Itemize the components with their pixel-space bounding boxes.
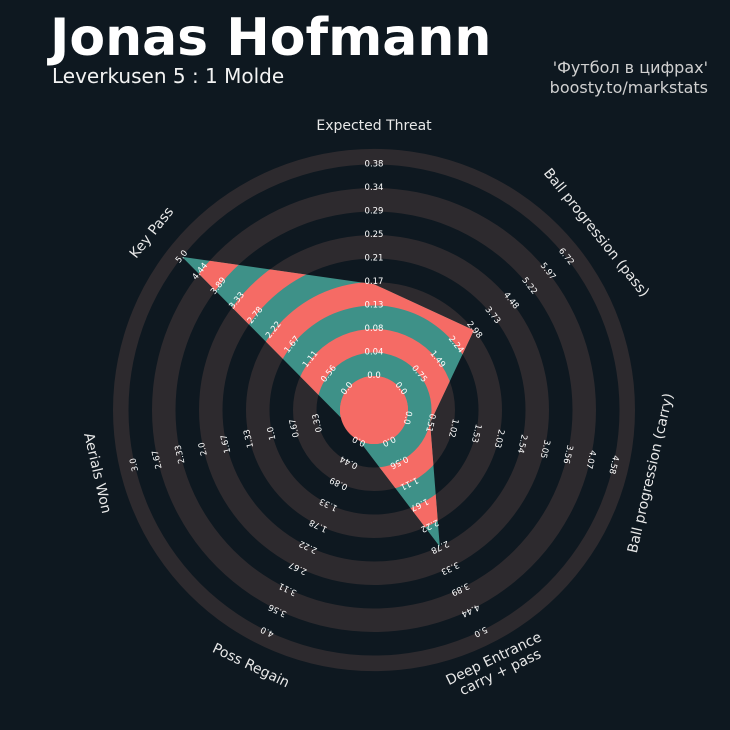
- tick-label: 0.33: [311, 412, 325, 433]
- axis-label-5: Aerials Won: [80, 431, 114, 515]
- tick-label: 1.67: [219, 433, 233, 454]
- tick-label: 0.08: [365, 324, 384, 334]
- tick-label: 0.29: [365, 207, 384, 217]
- match-score-subtitle: Leverkusen 5 : 1 Molde: [52, 64, 285, 88]
- tick-label: 1.53: [469, 423, 483, 444]
- tick-label: 0.0: [401, 410, 414, 425]
- tick-label: 2.03: [492, 428, 506, 449]
- tick-label: 4.58: [606, 454, 620, 475]
- tick-label: 0.67: [288, 418, 302, 439]
- tick-label: 0.51: [423, 412, 437, 433]
- tick-label: 1.0: [266, 426, 279, 441]
- tick-label: 0.25: [365, 230, 384, 240]
- tick-label: 0.34: [365, 183, 384, 193]
- tick-label: 0.21: [365, 254, 384, 264]
- axis-label-line: Expected Threat: [316, 118, 432, 134]
- player-name-title: Jonas Hofmann: [50, 8, 492, 68]
- tick-label: 2.33: [174, 444, 188, 465]
- credit-line-1: 'Футбол в цифрах': [552, 58, 708, 77]
- tick-label: 2.54: [515, 433, 529, 454]
- tick-label: 0.38: [365, 160, 384, 170]
- axis-label-line: Aerials Won: [80, 431, 114, 515]
- tick-label: 0.0: [367, 371, 381, 381]
- tick-label: 1.02: [446, 418, 460, 439]
- tick-label: 2.67: [151, 449, 165, 470]
- tick-label: 0.04: [365, 348, 384, 358]
- credit-line-2: boosty.to/markstats: [549, 78, 708, 97]
- tick-label: 3.56: [561, 444, 575, 465]
- tick-label: 0.13: [365, 301, 384, 311]
- center-core: [340, 376, 408, 444]
- tick-label: 3.0: [128, 457, 141, 472]
- tick-label: 4.07: [583, 449, 597, 470]
- tick-label: 2.0: [197, 441, 210, 456]
- credit-block: 'Футбол в цифрах' boosty.to/markstats: [550, 58, 708, 98]
- tick-label: 0.17: [365, 277, 384, 287]
- axis-label-0: Expected Threat: [316, 118, 432, 134]
- tick-label: 1.33: [242, 428, 256, 449]
- tick-label: 3.05: [538, 439, 552, 460]
